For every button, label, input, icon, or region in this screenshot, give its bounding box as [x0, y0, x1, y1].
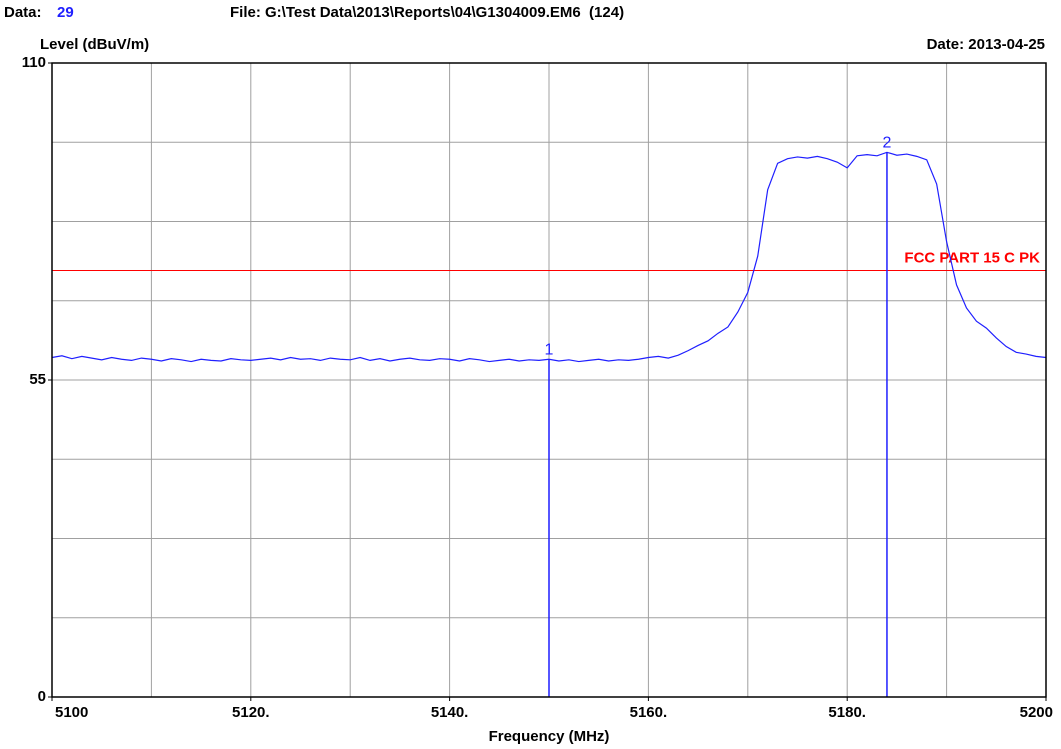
marker-label: 2: [883, 135, 892, 152]
data-number: 29: [57, 4, 74, 21]
x-tick-label: 5160.: [630, 704, 668, 721]
data-label: Data:: [4, 4, 42, 21]
y-axis-label: Level (dBuV/m): [40, 36, 149, 53]
x-tick-label: 5140.: [431, 704, 469, 721]
marker-label: 1: [545, 341, 554, 358]
plot-border: [51, 62, 1047, 698]
x-tick-label: 5100: [55, 704, 88, 721]
x-axis-label: Frequency (MHz): [489, 728, 610, 745]
file-name: File: G:\Test Data\2013\Reports\04\G1304…: [230, 4, 624, 21]
y-tick-label: 110: [22, 54, 46, 71]
trace: [51, 151, 1047, 363]
date: Date: 2013-04-25: [927, 36, 1045, 53]
y-tick-label: 55: [29, 371, 46, 388]
x-tick-label: 5200: [1020, 704, 1053, 721]
x-tick-label: 5120.: [232, 704, 270, 721]
limit-label: FCC PART 15 C PK: [904, 249, 1040, 266]
x-tick-label: 5180.: [828, 704, 866, 721]
y-tick-label: 0: [38, 688, 46, 705]
